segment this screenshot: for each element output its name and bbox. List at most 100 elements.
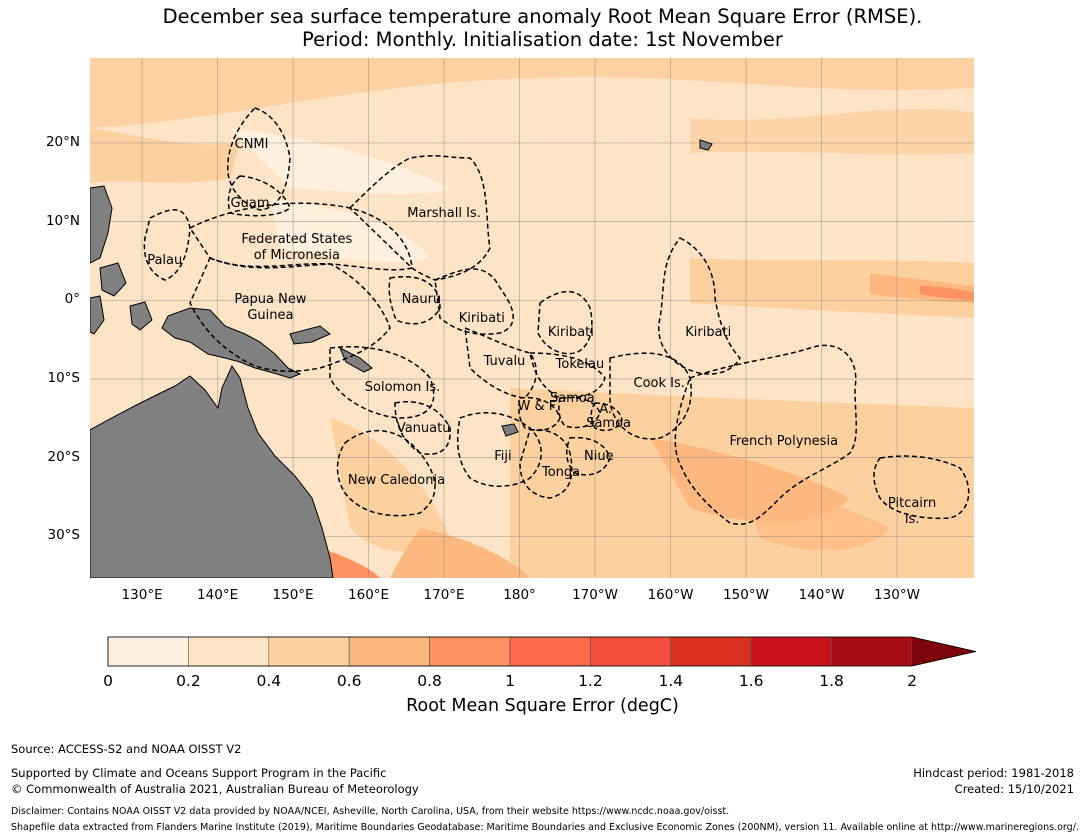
map-panel[interactable] <box>90 58 974 578</box>
latitude-label: 10°N <box>45 212 80 229</box>
colorbar-swatch <box>429 636 511 667</box>
eez-cnmi <box>226 107 291 211</box>
longitude-label: 160°E <box>348 587 390 603</box>
hindcast-period: Hindcast period: 1981-2018 <box>913 766 1074 780</box>
region-label-niue: Niue <box>584 448 614 464</box>
colorbar-tick-label: 1.2 <box>578 672 603 690</box>
region-label-vanuatu: Vanuatu <box>396 421 451 437</box>
latitude-label: 20°S <box>47 448 81 465</box>
longitude-label: 150°E <box>272 587 314 603</box>
longitude-label: 150°W <box>723 587 769 603</box>
region-label-pitcairn: Pitcairn Is. <box>887 495 937 527</box>
eez-guam <box>227 175 291 217</box>
eez-fiji <box>456 412 542 487</box>
eez-png <box>189 257 391 372</box>
colorbar-tick-label: 2 <box>907 672 917 690</box>
eez-kiribati-c <box>537 290 593 355</box>
colorbar-swatch <box>750 636 832 667</box>
copyright-note: © Commonwealth of Australia 2021, Austra… <box>11 782 419 796</box>
region-label-fsm: Federated States of Micronesia <box>241 232 353 264</box>
region-label-fiji: Fiji <box>494 448 512 464</box>
colorbar-swatch <box>509 636 591 667</box>
map-canvas <box>90 58 974 578</box>
region-label-kiribati-c: Kiribati <box>547 325 594 341</box>
eez-palau <box>143 209 191 281</box>
new-guinea-landmass <box>161 307 302 379</box>
new-britain-landmass <box>289 325 331 345</box>
colorbar-swatch <box>188 636 270 667</box>
colorbar-tick-label: 1 <box>505 672 515 690</box>
region-label-newcal: New Caledonia <box>347 473 446 489</box>
hawaii-landmass <box>699 139 713 151</box>
eez-tonga <box>519 428 573 499</box>
latitude-label: 0° <box>64 291 80 308</box>
philippines-landmass <box>90 185 113 264</box>
eez-am-samoa <box>590 402 623 432</box>
support-note: Supported by Climate and Oceans Support … <box>11 766 387 780</box>
colorbar-swatch <box>107 636 189 667</box>
region-label-amsamoa: Samoa <box>586 415 632 431</box>
colorbar-tick-label: 0 <box>103 672 113 690</box>
eez-tokelau <box>529 352 606 399</box>
latitude-label: 20°N <box>45 133 80 150</box>
region-label-tonga: Tonga <box>541 465 581 481</box>
colorbar-tick-label: 1.4 <box>658 672 684 690</box>
region-label-png: Papua New Guinea <box>234 292 307 324</box>
region-label-kiribati-w: Kiribati <box>458 311 505 327</box>
eez-nauru <box>388 276 441 325</box>
latitude-label: 30°S <box>47 527 81 544</box>
region-label-marshall: Marshall Is. <box>407 205 481 221</box>
region-label-cnmi: CNMI <box>234 136 269 152</box>
longitude-label: 130°E <box>121 587 163 603</box>
eez-niue <box>565 436 611 476</box>
land-masses <box>90 139 713 578</box>
source-note: Source: ACCESS-S2 and NOAA OISST V2 <box>11 742 242 756</box>
created-date: Created: 15/10/2021 <box>954 782 1074 796</box>
region-label-cook: Cook Is. <box>633 376 685 392</box>
longitude-label: 140°E <box>197 587 239 603</box>
colorbar-tick-label: 0.2 <box>176 672 201 690</box>
eez-cook <box>609 352 692 440</box>
longitude-label: 130°W <box>874 587 920 603</box>
colorbar-title: Root Mean Square Error (degC) <box>406 696 679 716</box>
longitude-label: 170°W <box>572 587 618 603</box>
region-label-guam: Guam <box>230 196 270 212</box>
fiji-landmass <box>501 423 519 437</box>
colorbar-tick-label: 1.8 <box>819 672 844 690</box>
eez-marshall <box>348 155 491 281</box>
region-label-frpoly: French Polynesia <box>729 433 839 449</box>
longitude-label: 160°W <box>647 587 694 603</box>
eez-tuvalu <box>464 326 537 399</box>
region-label-palau: Palau <box>147 252 183 268</box>
colorbar-extend-arrow <box>912 637 976 666</box>
longitude-label: 170°E <box>423 587 465 603</box>
longitude-label: 180° <box>503 587 536 603</box>
colorbar-tick-label: 0.8 <box>417 672 442 690</box>
region-label-solomon: Solomon Is. <box>364 380 441 396</box>
latitude-label: 10°S <box>47 369 81 386</box>
longitude-label: 140°W <box>798 587 845 603</box>
colorbar-swatch <box>268 636 350 667</box>
map-title-line-1: December sea surface temperature anomaly… <box>162 5 923 28</box>
region-label-kiribati-e: Kiribati <box>685 325 732 341</box>
map-title-line-2: Period: Monthly. Initialisation date: 1s… <box>302 28 783 51</box>
region-label-tuvalu: Tuvalu <box>483 353 526 369</box>
eez-pitcairn <box>873 455 970 520</box>
colorbar-tick-label: 1.6 <box>738 672 764 690</box>
eez-wf <box>518 396 561 431</box>
region-label-samoa: Samoa <box>549 391 595 407</box>
eez-samoa <box>558 396 601 429</box>
eez-new-caledonia <box>336 429 436 517</box>
eez-french-polynesia <box>674 344 857 525</box>
mindanao-landmass <box>99 262 127 297</box>
shapefile-note: Shapefile data extracted from Flanders M… <box>11 822 1079 833</box>
eez-boundaries <box>143 107 970 525</box>
sulawesi-landmass <box>90 295 105 335</box>
australia-landmass <box>90 364 334 578</box>
colorbar-swatch <box>831 636 913 667</box>
colorbar-swatch <box>590 636 672 667</box>
disclaimer-note: Disclaimer: Contains NOAA OISST V2 data … <box>11 806 730 817</box>
colorbar-tick-label: 0.6 <box>336 672 362 690</box>
region-label-as-a: A. <box>599 401 612 417</box>
region-label-nauru: Nauru <box>401 292 442 308</box>
